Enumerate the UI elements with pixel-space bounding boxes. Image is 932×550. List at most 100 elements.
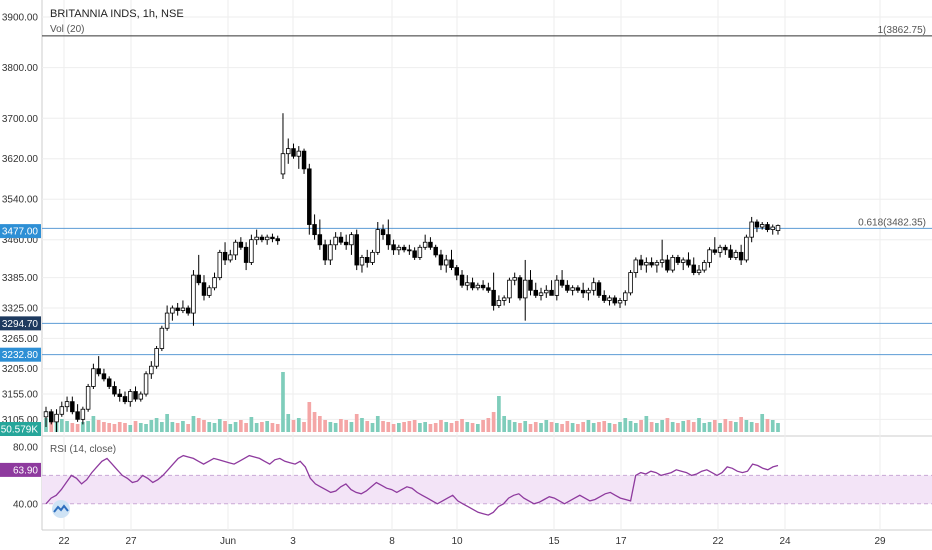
candle-body bbox=[507, 279, 512, 299]
volume-bar bbox=[249, 417, 254, 432]
candle-body bbox=[180, 307, 186, 311]
volume-bar bbox=[512, 422, 517, 432]
volume-bar bbox=[402, 422, 406, 432]
volume-bar bbox=[676, 423, 680, 432]
candle-body bbox=[259, 236, 265, 241]
candle-body bbox=[59, 406, 65, 415]
candle-body bbox=[96, 368, 101, 375]
rsi-tag: 63.90 bbox=[13, 465, 38, 476]
price-tag-bg bbox=[0, 316, 41, 331]
x-tick-label: 27 bbox=[125, 536, 137, 547]
candle-body bbox=[222, 251, 228, 261]
y-tick-label: 3800.00 bbox=[2, 63, 39, 74]
candle-body bbox=[264, 236, 270, 241]
candle-body bbox=[544, 289, 549, 294]
candle-body bbox=[122, 396, 128, 403]
volume-bar bbox=[665, 418, 670, 432]
x-tick-label: 15 bbox=[548, 536, 560, 547]
candle-body bbox=[75, 411, 80, 420]
volume-bar bbox=[649, 422, 654, 432]
candle-body bbox=[149, 365, 154, 375]
candle-body bbox=[80, 408, 86, 420]
price-axis: 3900.00 3800.00 3700.00 3620.00 3540.00 3460.… bbox=[2, 13, 39, 511]
volume-bar bbox=[59, 419, 64, 432]
volume-bar bbox=[302, 422, 306, 432]
volume-bar bbox=[217, 419, 222, 432]
volume-bar bbox=[370, 423, 375, 432]
volume-bar bbox=[644, 416, 649, 432]
rsi-line bbox=[45, 454, 779, 516]
volume-bar bbox=[712, 420, 717, 432]
volume-bar bbox=[765, 419, 770, 432]
candle-body bbox=[759, 224, 765, 228]
volume-bar bbox=[154, 418, 159, 432]
volume-bar bbox=[365, 421, 370, 432]
volume-bar bbox=[755, 423, 759, 432]
candle-body bbox=[770, 226, 775, 230]
x-tick-label: 3 bbox=[290, 536, 296, 547]
candle-body bbox=[343, 241, 349, 246]
x-tick-label: 29 bbox=[874, 536, 886, 547]
time-axis: 22 27 Jun 3 8 10 15 17 22 24 29 bbox=[58, 536, 886, 547]
y-tick-label: 3620.00 bbox=[2, 154, 39, 165]
candle-body bbox=[749, 221, 754, 238]
volume-bar bbox=[776, 423, 780, 432]
rsi-band bbox=[42, 475, 932, 504]
candle-body bbox=[470, 282, 475, 289]
volume-tag-bg bbox=[0, 422, 41, 436]
volume-bar bbox=[465, 422, 470, 432]
candle-body bbox=[175, 307, 180, 311]
volume-bar bbox=[770, 420, 775, 432]
volume-bar bbox=[70, 423, 75, 432]
candle-body bbox=[43, 411, 49, 418]
candle-body bbox=[396, 246, 402, 251]
candle-body bbox=[433, 246, 438, 256]
candle-body bbox=[91, 368, 96, 387]
volume-bar bbox=[697, 418, 701, 432]
candle-body bbox=[296, 150, 302, 157]
volume-bar bbox=[554, 423, 559, 432]
candle-body bbox=[723, 246, 728, 251]
volume-bar bbox=[107, 423, 112, 432]
volume-bar bbox=[734, 422, 738, 432]
x-tick-label: 22 bbox=[712, 536, 724, 547]
volume-bar bbox=[412, 420, 417, 432]
price-tag: 3232.80 bbox=[2, 350, 39, 361]
candle-body bbox=[591, 282, 596, 291]
y-tick-label: 3700.00 bbox=[2, 114, 39, 125]
tradingview-logo-icon bbox=[52, 500, 70, 518]
volume-bar bbox=[449, 423, 454, 432]
price-tag-bg bbox=[0, 347, 41, 362]
x-tick-label: 17 bbox=[615, 536, 627, 547]
candle-body bbox=[170, 307, 175, 314]
candle-body bbox=[696, 269, 702, 274]
candle-body bbox=[328, 244, 333, 261]
candle-body bbox=[291, 148, 296, 157]
volume-bar bbox=[439, 420, 443, 432]
candle-body bbox=[154, 348, 159, 367]
volume-bar bbox=[423, 422, 428, 432]
candle-body bbox=[775, 225, 781, 232]
candle-body bbox=[370, 251, 375, 263]
y-tick-label: 3265.00 bbox=[2, 334, 39, 345]
volume-bar bbox=[539, 423, 543, 432]
candle-body bbox=[275, 238, 280, 242]
volume-bar bbox=[718, 423, 722, 432]
volume-bar bbox=[739, 417, 743, 432]
volume-bar bbox=[760, 414, 765, 432]
price-tags: 3477.00 3294.70 3232.80 50.579K 63.90 bbox=[0, 224, 41, 477]
rsi-label: RSI (14, close) bbox=[50, 444, 116, 455]
candle-body bbox=[691, 264, 696, 274]
line-label: 1(3862.75) bbox=[878, 25, 926, 36]
candle-body bbox=[728, 249, 733, 258]
candle-body bbox=[354, 234, 359, 266]
x-tick-label: 8 bbox=[389, 536, 395, 547]
volume-bar bbox=[375, 416, 380, 432]
candle-body bbox=[422, 241, 428, 248]
rsi-pane bbox=[42, 454, 932, 516]
grid bbox=[41, 0, 932, 531]
volume-bar bbox=[707, 422, 712, 432]
volume-bar bbox=[133, 421, 138, 432]
volume-bar bbox=[138, 423, 143, 432]
